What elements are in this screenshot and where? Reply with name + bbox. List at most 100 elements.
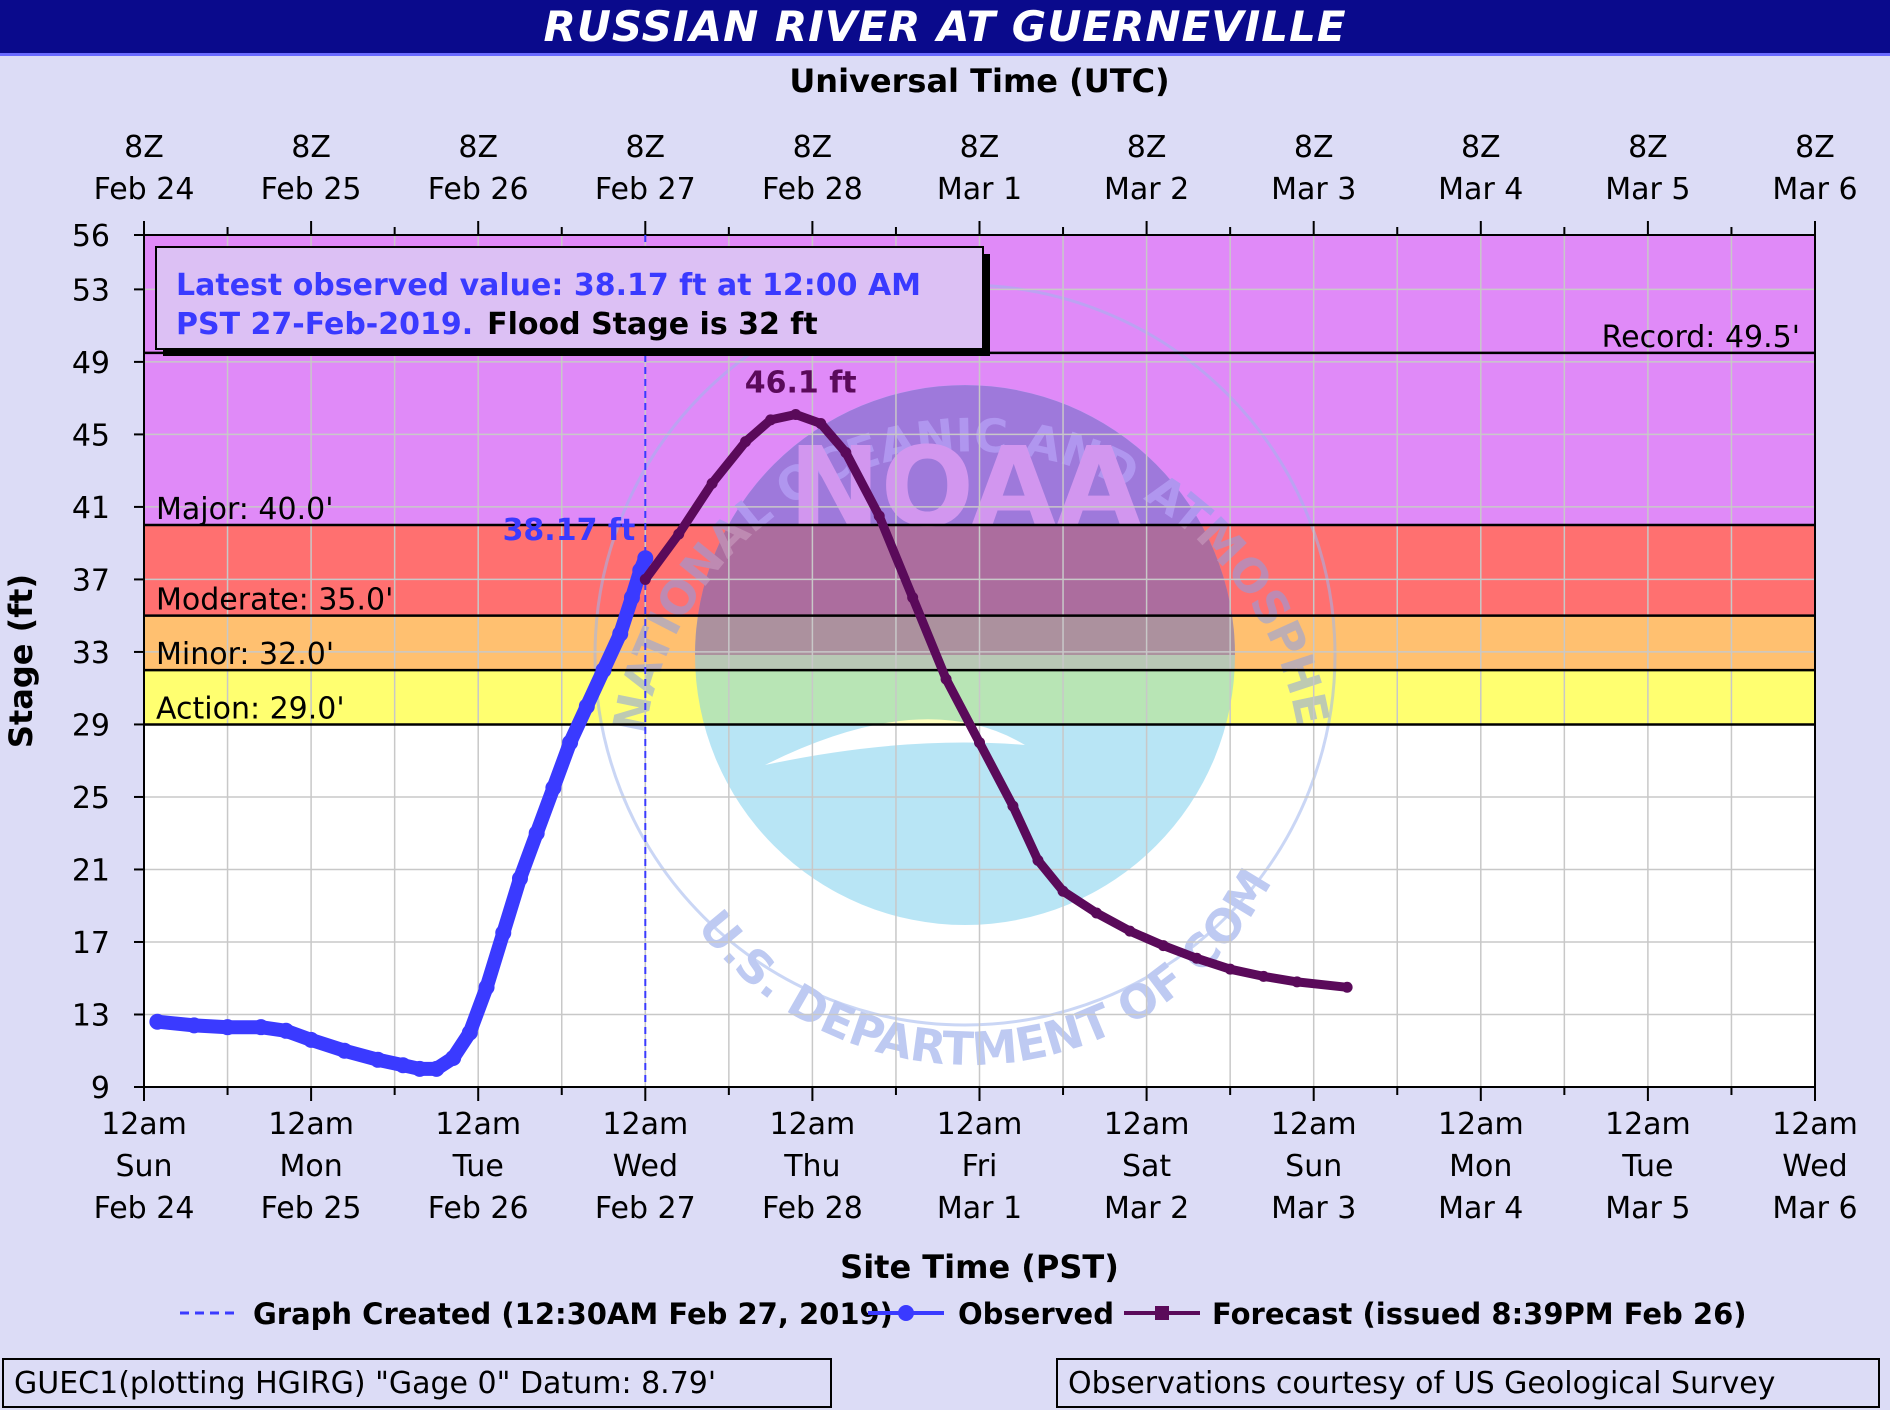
legend-observed-marker	[898, 1305, 914, 1321]
threshold-label-4: Action: 29.0'	[156, 691, 345, 726]
watermark-upper-half	[695, 385, 1235, 655]
y-tick-label-1: 13	[72, 998, 110, 1033]
y-tick-label-9: 45	[72, 418, 110, 453]
observed-series-point-17	[545, 779, 562, 796]
y-tick-label-7: 37	[72, 563, 110, 598]
x-top-label-10-1: Mar 6	[1772, 172, 1857, 207]
observed-series-point-14	[495, 924, 512, 941]
y-tick-label-12: 56	[72, 219, 110, 254]
x-bottom-label-1-2: Feb 25	[261, 1191, 362, 1226]
info-box-date: PST 27-Feb-2019.	[176, 307, 473, 342]
y-tick-label-10: 49	[72, 346, 110, 381]
x-bottom-label-8-1: Mon	[1449, 1149, 1512, 1184]
info-box-flood-stage: Flood Stage is 32 ft	[487, 307, 818, 342]
y-axis-title: Stage (ft)	[2, 574, 40, 748]
x-top-label-1-1: Feb 25	[261, 172, 362, 207]
forecast-series-point-22	[1341, 981, 1353, 993]
x-bottom-label-5-1: Fri	[962, 1149, 998, 1184]
y-tick-label-2: 17	[72, 926, 110, 961]
x-top-label-5-1: Mar 1	[937, 172, 1022, 207]
x-bottom-label-7-0: 12am	[1271, 1107, 1357, 1142]
x-bottom-label-3-0: 12am	[602, 1107, 688, 1142]
info-box-line1: Latest observed value: 38.17 ft at 12:00…	[176, 268, 921, 303]
threshold-label-2: Moderate: 35.0'	[156, 583, 393, 618]
y-tick-label-8: 41	[72, 491, 110, 526]
x-bottom-label-9-0: 12am	[1605, 1107, 1691, 1142]
x-bottom-label-1-0: 12am	[268, 1107, 354, 1142]
x-bottom-label-5-2: Mar 1	[937, 1191, 1022, 1226]
x-top-label-4-0: 8Z	[793, 130, 833, 165]
observations-credit-text: Observations courtesy of US Geological S…	[1068, 1365, 1776, 1401]
forecast-series-point-6	[815, 418, 827, 430]
gage-datum-text: GUEC1(plotting HGIRG) "Gage 0" Datum: 8.…	[14, 1365, 717, 1401]
x-bottom-label-3-1: Wed	[613, 1149, 678, 1184]
x-bottom-label-1-1: Mon	[279, 1149, 342, 1184]
gage-datum-footer: GUEC1(plotting HGIRG) "Gage 0" Datum: 8.…	[2, 1358, 832, 1408]
observed-series-point-12	[461, 1024, 478, 1041]
x-bottom-label-10-0: 12am	[1772, 1107, 1858, 1142]
x-bottom-label-6-2: Mar 2	[1104, 1191, 1189, 1226]
forecast-series-point-20	[1258, 970, 1270, 982]
x-bottom-label-0-0: 12am	[101, 1107, 187, 1142]
observed-series-point-20	[595, 662, 612, 679]
observed-series-point-8	[395, 1057, 412, 1074]
y-tick-label-5: 29	[72, 708, 110, 743]
forecast-series-point-17	[1157, 940, 1169, 952]
x-top-label-1-0: 8Z	[291, 130, 331, 165]
x-bottom-label-9-1: Tue	[1621, 1149, 1673, 1184]
y-tick-label-0: 9	[91, 1071, 110, 1106]
x-top-label-6-0: 8Z	[1127, 130, 1167, 165]
x-top-label-10-0: 8Z	[1795, 130, 1835, 165]
forecast-series-point-2	[706, 477, 718, 489]
x-top-label-4-1: Feb 28	[762, 172, 863, 207]
y-tick-label-4: 25	[72, 781, 110, 816]
x-bottom-label-8-0: 12am	[1438, 1107, 1524, 1142]
forecast-series-point-12	[1007, 800, 1019, 812]
x-top-label-3-1: Feb 27	[595, 172, 696, 207]
x-bottom-label-9-2: Mar 5	[1605, 1191, 1690, 1226]
forecast-series-point-14	[1057, 885, 1069, 897]
x-bottom-label-5-0: 12am	[937, 1107, 1023, 1142]
x-top-label-7-1: Mar 3	[1271, 172, 1356, 207]
legend-observed-label: Observed	[958, 1297, 1114, 1331]
legend-forecast-marker	[1155, 1306, 1169, 1320]
x-bottom-label-2-1: Tue	[452, 1149, 504, 1184]
observations-credit-footer: Observations courtesy of US Geological S…	[1056, 1358, 1880, 1408]
x-bottom-label-2-0: 12am	[435, 1107, 521, 1142]
observed-series-point-19	[578, 698, 595, 715]
forecast-series-point-19	[1224, 963, 1236, 975]
threshold-label-3: Minor: 32.0'	[156, 637, 334, 672]
x-bottom-label-6-1: Sat	[1122, 1149, 1171, 1184]
forecast-series-point-7	[840, 447, 852, 459]
x-bottom-label-8-2: Mar 4	[1438, 1191, 1523, 1226]
x-bottom-label-6-0: 12am	[1104, 1107, 1190, 1142]
forecast-series-point-0	[639, 573, 651, 585]
top-axis-title: Universal Time (UTC)	[789, 62, 1169, 100]
forecast-series-point-1	[673, 528, 685, 540]
x-top-label-9-0: 8Z	[1628, 130, 1668, 165]
x-bottom-label-2-2: Feb 26	[428, 1191, 529, 1226]
forecast-series-point-4	[765, 414, 777, 426]
forecast-series-point-9	[907, 592, 919, 604]
x-bottom-label-0-1: Sun	[115, 1149, 172, 1184]
watermark-gull	[765, 719, 1025, 765]
observed-series-point-4	[278, 1022, 295, 1039]
observed-series-point-2	[219, 1019, 236, 1036]
forecast-series-point-18	[1191, 952, 1203, 964]
observed-series-point-6	[336, 1042, 353, 1059]
observed-series-point-22	[623, 589, 640, 606]
chart-title: RUSSIAN RIVER AT GUERNEVILLE	[543, 2, 1347, 51]
forecast-series-point-16	[1124, 925, 1136, 937]
y-tick-label-3: 21	[72, 853, 110, 888]
observed-series-point-10	[428, 1060, 445, 1077]
x-top-label-8-0: 8Z	[1461, 130, 1501, 165]
watermark-center-text: NOAA	[789, 423, 1142, 551]
observed-series-point-9	[411, 1060, 428, 1077]
observed-series-point-18	[562, 734, 579, 751]
y-tick-label-11: 53	[72, 273, 110, 308]
x-top-label-2-1: Feb 26	[428, 172, 529, 207]
observed-series-point-0	[149, 1013, 166, 1030]
x-bottom-label-3-2: Feb 27	[595, 1191, 696, 1226]
x-bottom-label-10-1: Wed	[1782, 1149, 1847, 1184]
x-bottom-label-4-1: Thu	[783, 1149, 840, 1184]
